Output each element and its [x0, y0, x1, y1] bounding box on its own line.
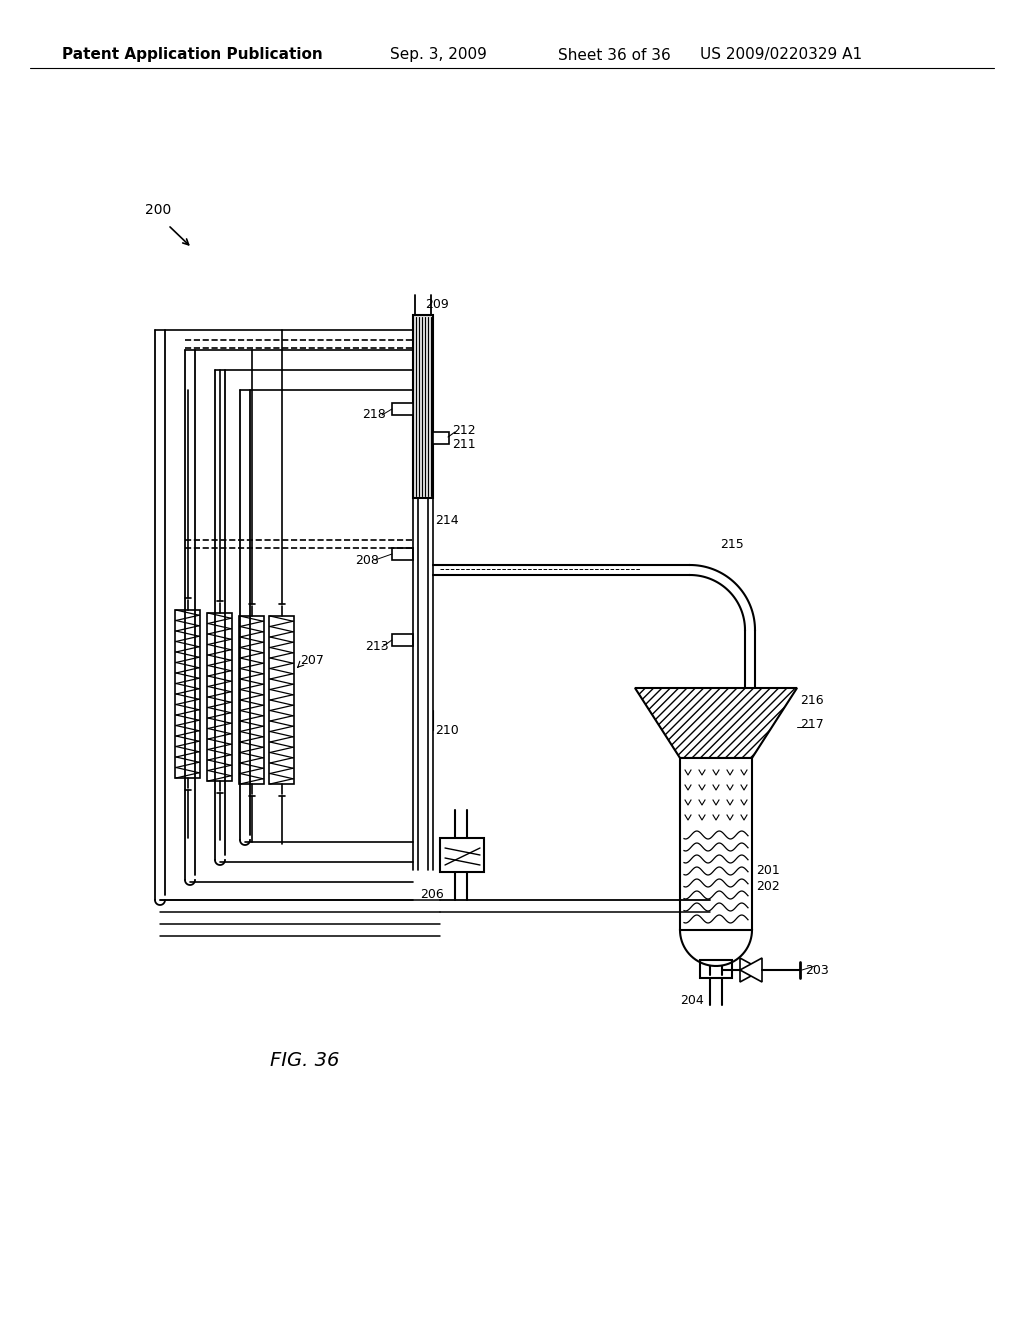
Text: 212: 212: [452, 424, 475, 437]
Text: 213: 213: [365, 640, 389, 653]
Text: 208: 208: [355, 553, 379, 566]
Bar: [440, 838, 484, 873]
Text: 210: 210: [435, 723, 459, 737]
Text: Patent Application Publication: Patent Application Publication: [62, 48, 323, 62]
Text: Sep. 3, 2009: Sep. 3, 2009: [390, 48, 486, 62]
Text: 214: 214: [435, 513, 459, 527]
Text: 202: 202: [756, 879, 779, 892]
Bar: [207, 612, 232, 781]
Bar: [680, 758, 752, 931]
Bar: [269, 616, 294, 784]
Text: 207: 207: [300, 653, 324, 667]
Bar: [392, 403, 413, 414]
Text: 218: 218: [362, 408, 386, 421]
Text: 200: 200: [145, 203, 171, 216]
Bar: [413, 315, 433, 498]
Text: FIG. 36: FIG. 36: [270, 1051, 339, 1069]
Bar: [433, 432, 449, 444]
Text: 206: 206: [420, 888, 443, 902]
Bar: [392, 548, 413, 560]
Polygon shape: [635, 688, 797, 758]
Text: US 2009/0220329 A1: US 2009/0220329 A1: [700, 48, 862, 62]
Bar: [239, 616, 264, 784]
Text: 215: 215: [720, 539, 743, 552]
Text: Sheet 36 of 36: Sheet 36 of 36: [558, 48, 671, 62]
Text: 203: 203: [805, 964, 828, 977]
Text: 211: 211: [452, 438, 475, 451]
Text: 217: 217: [800, 718, 823, 731]
Bar: [700, 960, 732, 978]
Polygon shape: [740, 958, 762, 982]
Bar: [392, 634, 413, 645]
Text: 201: 201: [756, 863, 779, 876]
Text: 204: 204: [680, 994, 703, 1006]
Text: 209: 209: [425, 298, 449, 312]
Polygon shape: [740, 958, 762, 982]
Text: 216: 216: [800, 693, 823, 706]
Bar: [175, 610, 200, 777]
